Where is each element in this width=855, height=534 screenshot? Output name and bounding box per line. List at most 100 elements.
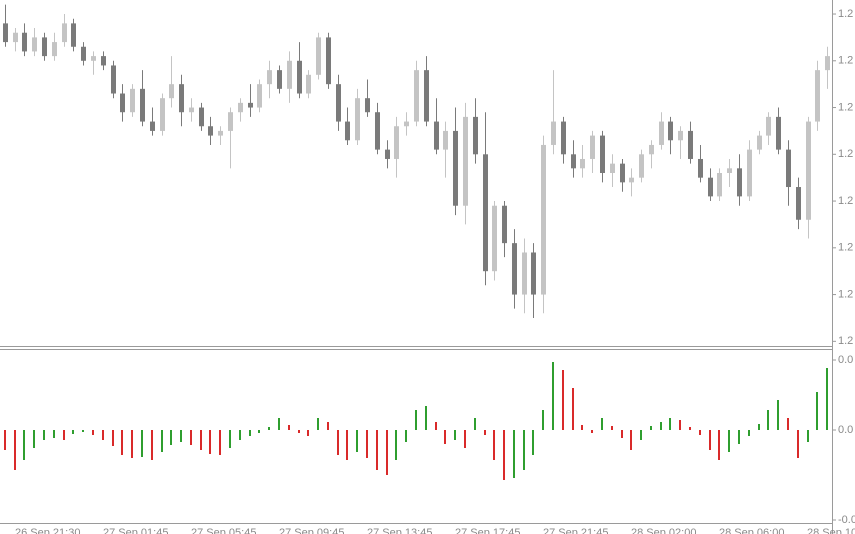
oscillator-bar [92, 430, 94, 435]
x-tick-label: 28 Sep 06:00 [719, 527, 784, 534]
oscillator-bar [630, 430, 632, 450]
oscillator-bar [787, 418, 789, 430]
oscillator-bar [767, 410, 769, 430]
y-tick-label: 1.2 [838, 288, 853, 300]
candle-body [815, 70, 820, 122]
oscillator-bar [425, 406, 427, 430]
candle-body [169, 84, 174, 99]
candle-body [698, 158, 703, 178]
oscillator-bar [161, 430, 163, 452]
oscillator-bar [200, 430, 202, 450]
oscillator-bar [435, 422, 437, 430]
oscillator-bar [415, 410, 417, 430]
candle-body [208, 126, 213, 136]
candle-body [825, 56, 830, 71]
oscillator-bar [278, 418, 280, 430]
oscillator-bar [718, 430, 720, 460]
oscillator-bar [532, 430, 534, 455]
oscillator-bar [777, 400, 779, 430]
candle-body [600, 135, 605, 173]
oscillator-bar [454, 430, 456, 440]
candle-body [492, 205, 497, 272]
candle-body [512, 243, 517, 295]
candle-body [541, 144, 546, 295]
candle-body [345, 121, 350, 141]
candle-body [316, 37, 321, 75]
candle-body [443, 130, 448, 150]
oscillator-bar [758, 424, 760, 430]
candle-body [385, 149, 390, 159]
candle-body [179, 84, 184, 113]
candle-body [32, 37, 37, 52]
candle-body [297, 60, 302, 94]
oscillator-bar [317, 418, 319, 430]
candle-body [189, 107, 194, 113]
candle-body [326, 37, 331, 85]
y-tick-label: 1.2 [838, 195, 853, 207]
oscillator-bar [679, 420, 681, 430]
oscillator-bar [33, 430, 35, 448]
candle-body [238, 102, 243, 113]
candle-body [571, 154, 576, 169]
oscillator-bar [14, 430, 16, 470]
candle-body [81, 46, 86, 61]
oscillator-bar [43, 430, 45, 440]
candle-body [365, 98, 370, 113]
candle-body [620, 163, 625, 183]
candle-body [218, 130, 223, 136]
candle-body [394, 126, 399, 159]
oscillator-bar [131, 430, 133, 458]
y-tick-label: 1.2 [838, 8, 853, 20]
candle-body [727, 168, 732, 173]
oscillator-bar [219, 430, 221, 455]
oscillator-bar [239, 430, 241, 440]
oscillator-bar [190, 430, 192, 445]
candle-body [463, 116, 468, 206]
candle-body [786, 149, 791, 188]
candle-body [375, 112, 380, 150]
candle-body [629, 177, 634, 183]
candle-body [287, 60, 292, 89]
oscillator-bar [542, 410, 544, 430]
x-tick-label: 27 Sep 01:45 [103, 527, 168, 534]
candle-body [551, 121, 556, 145]
candle-body [120, 93, 125, 113]
candle-body [717, 173, 722, 197]
oscillator-bar [307, 430, 309, 436]
candle-body [678, 130, 683, 141]
oscillator-bar [709, 430, 711, 450]
candle-body [414, 70, 419, 122]
oscillator-bar [660, 422, 662, 430]
oscillator-bar [376, 430, 378, 470]
candle-body [257, 84, 262, 108]
oscillator-bar [562, 370, 564, 430]
candle-body [483, 154, 488, 272]
x-tick-label: 27 Sep 17:45 [455, 527, 520, 534]
candle-body [473, 116, 478, 155]
candle-body [639, 154, 644, 178]
oscillator-bar [209, 430, 211, 454]
candle-body [766, 116, 771, 136]
oscillator-bar [807, 430, 809, 442]
candle-body [531, 252, 536, 295]
oscillator-bar [484, 430, 486, 435]
oscillator-bar [601, 418, 603, 430]
candle-body [796, 187, 801, 220]
oscillator-bar [581, 425, 583, 430]
x-tick-label: 27 Sep 13:45 [367, 527, 432, 534]
oscillator-bar [621, 430, 623, 438]
oscillator-bar [366, 430, 368, 458]
oscillator-bar [356, 430, 358, 452]
y-tick-label: 0.0 [838, 354, 853, 366]
candle-body [590, 135, 595, 159]
y-tick-label: 1.2 [838, 242, 853, 254]
oscillator-bar [503, 430, 505, 480]
candle-body [22, 32, 27, 52]
oscillator-bar [170, 430, 172, 445]
candle-body [306, 74, 311, 94]
candle-body [248, 102, 253, 108]
oscillator-bar [63, 430, 65, 440]
oscillator-bar [4, 430, 6, 450]
candle-body [610, 163, 615, 173]
